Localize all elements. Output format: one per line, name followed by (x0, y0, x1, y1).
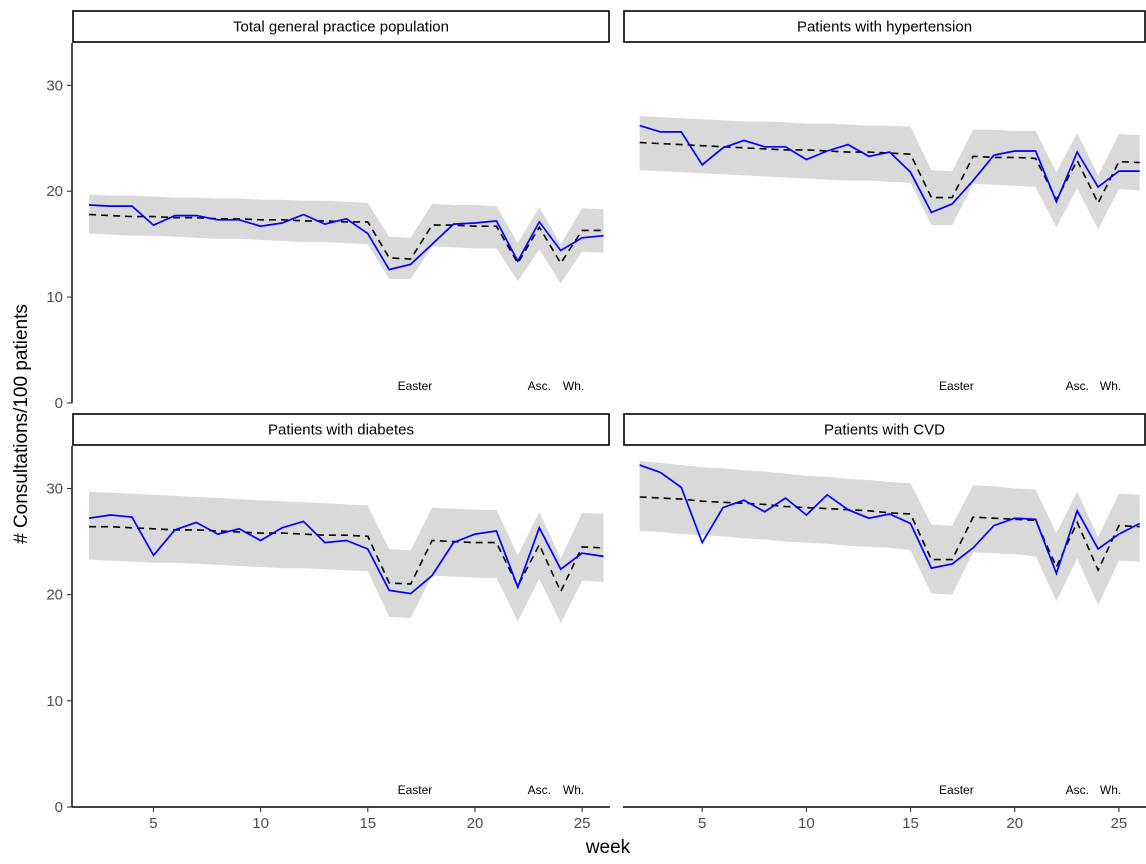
holiday-label: Asc. (528, 783, 551, 797)
holiday-label: Asc. (1066, 379, 1089, 393)
y-tick-label: 30 (46, 480, 63, 497)
observed-series-line (88, 514, 604, 595)
y-axis-title: # Consultations/100 patients (11, 304, 32, 544)
x-tick-label: 5 (698, 815, 706, 832)
holiday-label: Wh. (563, 379, 584, 393)
panel-1: Total general practice population Easter A… (46, 10, 610, 412)
x-tick-label: 10 (252, 815, 269, 832)
y-tick-label: 10 (46, 693, 63, 710)
holiday-label: Easter (398, 783, 433, 797)
y-tick-label: 10 (46, 289, 63, 306)
panel-title: Total general practice population (233, 19, 449, 36)
y-tick-label: 20 (46, 183, 63, 200)
holiday-label: Asc. (1066, 783, 1089, 797)
panel-strip (72, 413, 610, 446)
panel-4: Patients with CVD Easter Asc. Wh. 5 10 15 20 25 (623, 413, 1146, 832)
panel-strip (72, 10, 610, 43)
panel-3: Patients with diabetes Easter Asc. Wh. 0 10 20… (46, 413, 610, 832)
holiday-label: Wh. (1100, 379, 1121, 393)
panel-strip (623, 10, 1146, 43)
panel-title: Patients with CVD (824, 422, 945, 439)
panel-2: Patients with hypertension Easter Asc. Wh. (623, 10, 1146, 393)
prediction-band (89, 194, 604, 284)
holiday-label: Asc. (528, 379, 551, 393)
x-tick-label: 15 (359, 815, 376, 832)
x-tick-label: 25 (574, 815, 591, 832)
x-tick-label: 25 (1111, 815, 1128, 832)
prediction-band (89, 491, 604, 624)
observed-series-line (639, 464, 1141, 576)
x-axis-title: week (585, 837, 631, 858)
observed-series-line (639, 124, 1140, 214)
x-tick-label: 20 (1006, 815, 1023, 832)
holiday-label: Easter (939, 379, 974, 393)
x-tick-label: 15 (902, 815, 919, 832)
panel-strip (623, 413, 1146, 446)
holiday-label: Easter (939, 783, 974, 797)
x-tick-label: 20 (467, 815, 484, 832)
holiday-label: Wh. (563, 783, 584, 797)
y-tick-label: 0 (55, 395, 63, 412)
x-tick-label: 5 (149, 815, 157, 832)
panel-title: Patients with hypertension (797, 19, 972, 36)
y-tick-label: 0 (55, 799, 63, 816)
panel-title: Patients with diabetes (268, 422, 414, 439)
y-tick-label: 20 (46, 587, 63, 604)
y-tick-label: 30 (46, 77, 63, 94)
holiday-label: Easter (398, 379, 433, 393)
holiday-label: Wh. (1100, 783, 1121, 797)
prediction-band (639, 116, 1140, 230)
x-tick-label: 10 (798, 815, 815, 832)
prediction-band (639, 460, 1140, 606)
expected-series-line (89, 213, 604, 265)
observed-series-line (89, 204, 604, 271)
